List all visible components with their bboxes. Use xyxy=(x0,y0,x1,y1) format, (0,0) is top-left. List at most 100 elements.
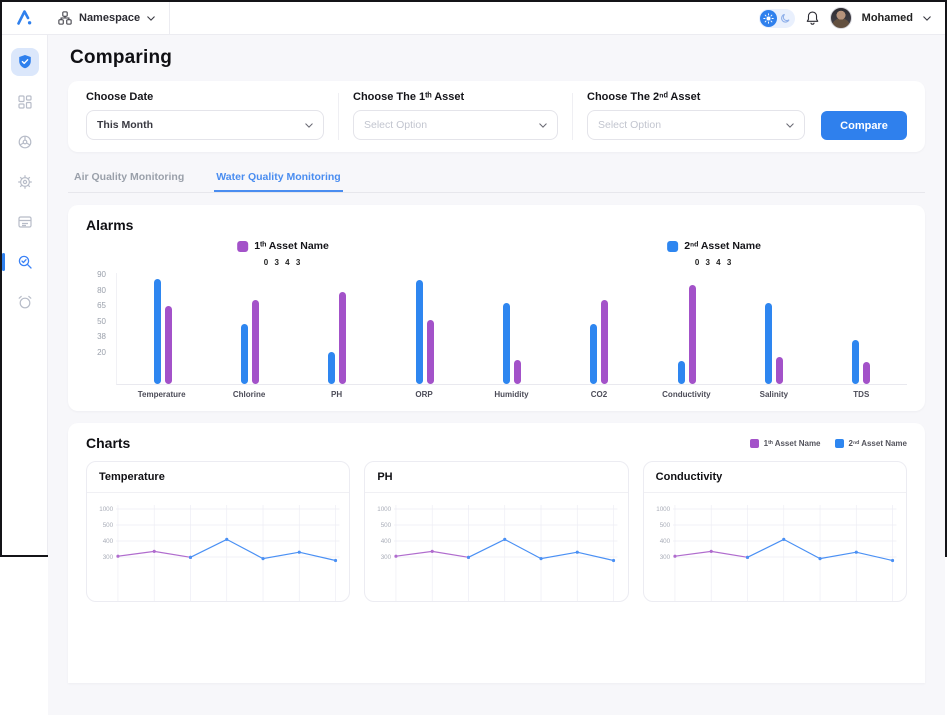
globe-wheel-icon xyxy=(18,135,31,149)
bar xyxy=(513,359,521,384)
y-tick-label: 50 xyxy=(97,316,106,326)
sidebar-item-settings[interactable] xyxy=(11,168,39,196)
date-field-label: Choose Date xyxy=(86,91,154,103)
light-mode-button[interactable] xyxy=(759,9,777,27)
user-name: Mohamed xyxy=(861,12,913,24)
bar-group-Salinity xyxy=(730,273,817,384)
app-logo[interactable] xyxy=(2,8,48,28)
charts-legend-item-0: 1ᵗʰ Asset Name xyxy=(749,438,821,448)
svg-text:500: 500 xyxy=(381,522,392,529)
alarms-annotations: 0 3 4 3 0 3 4 3 xyxy=(86,258,907,269)
asset2-field-label: Choose The 2ⁿᵈ Asset xyxy=(587,91,701,103)
asset1-select[interactable]: Select Option xyxy=(353,110,558,140)
legend-item-0: 1ᵗʰ Asset Name xyxy=(237,240,329,252)
alarms-bar-chart: 90 80 65 50 38 20 Temperature Chlorine PH ORP Hum… xyxy=(86,270,907,401)
sidebar-item-dashboard[interactable] xyxy=(11,88,39,116)
mini-chart-title: PH xyxy=(365,462,628,493)
sidebar-item-assets[interactable] xyxy=(11,208,39,236)
tab-1[interactable]: Water Quality Monitoring xyxy=(214,163,343,192)
user-menu-chevron-icon[interactable] xyxy=(923,15,931,21)
bar xyxy=(863,361,871,384)
svg-text:400: 400 xyxy=(659,538,670,545)
bar xyxy=(590,324,598,384)
alarms-card: Alarms 1ᵗʰ Asset Name 2ⁿᵈ Asset Name 0 3 … xyxy=(68,205,925,411)
alarm-clock-icon xyxy=(18,295,31,309)
y-tick-label: 20 xyxy=(97,347,106,357)
mini-chart-title: Conductivity xyxy=(643,462,906,493)
x-axis-label: PH xyxy=(331,390,343,399)
legend-swatch xyxy=(749,438,759,448)
legend-label: 1ᵗʰ Asset Name xyxy=(254,240,329,252)
bar xyxy=(426,319,434,384)
tabs: Air Quality Monitoring Water Quality Moni… xyxy=(68,163,925,193)
bar xyxy=(153,278,161,384)
notifications-bell-icon[interactable] xyxy=(805,10,820,26)
bar-group-Conductivity xyxy=(643,273,730,384)
tab-0[interactable]: Air Quality Monitoring xyxy=(74,171,185,183)
bar xyxy=(339,291,347,384)
asset2-select[interactable]: Select Option xyxy=(587,110,805,140)
sidebar-item-hub[interactable] xyxy=(11,128,39,156)
line-chart-svg: 1000 500 400 300 xyxy=(99,505,340,601)
sidebar-item-comparing[interactable] xyxy=(1,248,39,276)
date-select-value: This Month xyxy=(97,119,153,131)
svg-text:300: 300 xyxy=(381,554,392,561)
compare-button[interactable]: Compare xyxy=(821,111,907,140)
alarms-x-axis: Temperature Chlorine PH ORP Humidity CO2 Condu… xyxy=(116,385,907,401)
alarms-annotation-1: 0 3 4 3 xyxy=(694,258,734,267)
svg-text:400: 400 xyxy=(381,538,392,545)
bar xyxy=(164,306,172,384)
svg-text:1000: 1000 xyxy=(378,506,392,513)
sidebar-item-alarms[interactable] xyxy=(11,288,39,316)
sidebar-item-security[interactable] xyxy=(10,48,39,76)
alarms-title: Alarms xyxy=(86,217,134,233)
mini-chart-body: 1000 500 400 300 xyxy=(644,493,906,601)
line-chart-svg: 1000 500 400 300 xyxy=(378,505,618,601)
bar xyxy=(601,299,609,384)
list-panel-icon xyxy=(17,216,32,228)
page-title: Comparing xyxy=(70,47,173,68)
mini-chart-title: Temperature xyxy=(87,462,350,493)
x-axis-label: ORP xyxy=(415,390,433,399)
chevron-down-icon xyxy=(147,15,155,21)
main-content: Comparing Choose Date This Month Choose … xyxy=(48,35,945,715)
bar xyxy=(688,285,696,384)
legend-swatch xyxy=(667,240,679,252)
bar xyxy=(776,357,784,384)
alarms-plot xyxy=(116,273,907,385)
x-axis-label: Chlorine xyxy=(232,390,266,399)
user-avatar[interactable] xyxy=(829,7,852,29)
x-axis-label: Salinity xyxy=(759,390,789,399)
bar xyxy=(415,279,423,384)
charts-card: Charts 1ᵗʰ Asset Name 2ⁿᵈ Asset Name Temp… xyxy=(68,423,925,683)
mini-chart-card-temperature: Temperature 1000 500 400 300 xyxy=(86,461,351,602)
bar xyxy=(765,302,773,384)
bar-group-PH xyxy=(294,273,381,384)
charts-legend-item-1: 2ⁿᵈ Asset Name xyxy=(834,438,907,448)
chevron-down-icon xyxy=(786,122,794,128)
asset1-field-label: Choose The 1ᵗʰ Asset xyxy=(353,91,465,103)
gear-icon xyxy=(17,175,32,189)
x-axis-label: Conductivity xyxy=(662,390,711,399)
bar xyxy=(251,299,259,384)
mini-chart-body: 1000 500 400 300 xyxy=(365,493,627,601)
mini-charts-grid: Temperature 1000 500 400 300 PH 1000 500 400 300 C… xyxy=(86,461,907,602)
asset1-select-placeholder: Select Option xyxy=(364,119,428,131)
app-window: { "topbar": { "namespace_label": "Namesp… xyxy=(0,0,947,602)
y-tick-label: 90 xyxy=(97,270,106,279)
namespace-dropdown[interactable]: Namespace xyxy=(48,2,171,34)
dark-mode-button[interactable] xyxy=(777,10,794,27)
bar xyxy=(502,302,510,384)
bar xyxy=(852,339,860,384)
bar-group-ORP xyxy=(381,273,468,384)
topbar-actions: Mohamed xyxy=(758,7,945,29)
chevron-down-icon xyxy=(539,122,547,128)
svg-text:500: 500 xyxy=(659,522,670,529)
x-axis-label: CO2 xyxy=(590,390,608,399)
date-select[interactable]: This Month xyxy=(86,110,324,140)
mini-chart-card-conductivity: Conductivity 1000 500 400 300 xyxy=(642,461,907,602)
theme-toggle[interactable] xyxy=(758,8,795,28)
legend-label: 2ⁿᵈ Asset Name xyxy=(848,438,907,448)
bar-group-Humidity xyxy=(468,273,555,384)
shield-check-icon xyxy=(18,55,31,69)
